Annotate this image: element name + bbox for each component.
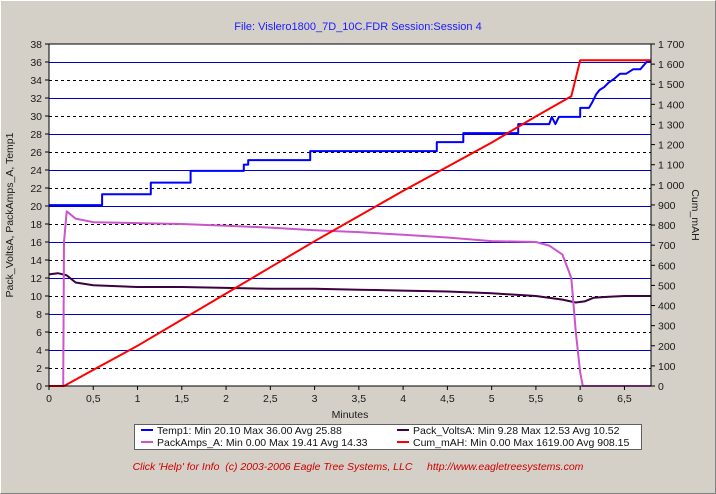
- y2-tick-label: 900: [658, 200, 676, 212]
- plot-area: [49, 44, 651, 386]
- y2-tick-label: 800: [658, 220, 676, 232]
- x-tick-label: 1,5: [174, 393, 189, 405]
- legend-item-cum-mah: Cum_mAH: Min 0.00 Max 1619.00 Avg 908.15: [397, 437, 629, 449]
- y2-tick-label: 1 100: [658, 160, 684, 172]
- y2-tick-label: 1 400: [658, 99, 684, 111]
- y-tick-label: 34: [30, 75, 42, 87]
- x-tick-label: 1: [135, 393, 141, 405]
- legend-text-pack-amps: PackAmps_A: Min 0.00 Max 19.41 Avg 14.33: [157, 437, 368, 449]
- y-tick-label: 26: [30, 147, 42, 159]
- x-tick-label: 3: [312, 393, 318, 405]
- footer: Click 'Help' for Info (c) 2003-2006 Eagl…: [0, 461, 716, 473]
- legend-item-pack-volts: Pack_VoltsA: Min 9.28 Max 12.53 Avg 10.5…: [397, 425, 619, 437]
- series-line-cum-mah: [49, 59, 651, 387]
- legend-item-temp1: Temp1: Min 20.10 Max 36.00 Avg 25.88: [141, 425, 342, 437]
- y2-tick-label: 600: [658, 260, 676, 272]
- x-tick-label: 4: [400, 393, 406, 405]
- footer-link[interactable]: http://www.eagletreesystems.com: [427, 461, 584, 473]
- x-tick-label: 5,5: [529, 393, 544, 405]
- x-tick-label: 5: [489, 393, 495, 405]
- y2-axis-label: Cum_mAH: [689, 189, 701, 240]
- plot-border: [48, 43, 652, 387]
- x-tick-label: 6,5: [617, 393, 632, 405]
- x-tick-label: 3,5: [352, 393, 367, 405]
- y2-tick-label: 700: [658, 240, 676, 252]
- y2-tick-label: 1 000: [658, 180, 684, 192]
- x-tick-label: 0: [46, 393, 52, 405]
- chart-title: File: Vislero1800_7D_10C.FDR Session:Ses…: [234, 21, 482, 33]
- y-tick-label: 10: [30, 291, 42, 303]
- y-tick-label: 36: [30, 57, 42, 69]
- series-line-pack-voltsa: [48, 272, 651, 304]
- y-tick-label: 24: [30, 165, 42, 177]
- y-tick-label: 22: [30, 183, 42, 195]
- legend-swatch-pack-amps: [141, 441, 153, 444]
- x-tick-label: 0,5: [86, 393, 101, 405]
- y2-tick-label: 500: [658, 280, 676, 292]
- y-tick-label: 32: [30, 93, 42, 105]
- legend-swatch-pack-volts: [397, 429, 409, 432]
- x-tick-label: 2: [223, 393, 229, 405]
- y2-tick-label: 1 500: [658, 79, 684, 91]
- legend-text-temp1: Temp1: Min 20.10 Max 36.00 Avg 25.88: [157, 425, 342, 437]
- y2-tick-label: 200: [658, 341, 676, 353]
- y-tick-label: 28: [30, 129, 42, 141]
- legend-text-cum-mah: Cum_mAH: Min 0.00 Max 1619.00 Avg 908.15: [413, 437, 630, 449]
- legend-text-pack-volts: Pack_VoltsA: Min 9.28 Max 12.53 Avg 10.5…: [413, 425, 620, 437]
- y-tick-label: 0: [36, 381, 42, 393]
- y-tick-label: 14: [30, 255, 42, 267]
- y-tick-label: 38: [30, 39, 42, 51]
- y2-tick-label: 1 200: [658, 140, 684, 152]
- y2-tick-label: 300: [658, 321, 676, 333]
- series-line-packamps-a: [49, 210, 651, 387]
- y-tick-label: 8: [36, 309, 42, 321]
- y-tick-label: 16: [30, 237, 42, 249]
- y-tick-label: 30: [30, 111, 42, 123]
- x-tick-label: 4,5: [440, 393, 455, 405]
- series-line-temp1: [49, 61, 651, 207]
- legend-swatch-temp1: [141, 429, 153, 432]
- legend-swatch-cum-mah: [397, 441, 409, 444]
- y-axis-label: Pack_VoltsA, PackAmps_A, Temp1: [4, 132, 16, 297]
- y-tick-label: 4: [36, 345, 42, 357]
- y2-tick-label: 1 300: [658, 119, 684, 131]
- y2-tick-label: 0: [658, 381, 664, 393]
- y2-tick-label: 100: [658, 361, 676, 373]
- y2-tick-label: 400: [658, 301, 676, 313]
- y-tick-label: 18: [30, 219, 42, 231]
- y-tick-label: 12: [30, 273, 42, 285]
- x-tick-label: 2,5: [263, 393, 278, 405]
- x-tick-label: 6: [577, 393, 583, 405]
- y2-tick-label: 1 700: [658, 39, 684, 51]
- y2-tick-label: 1 600: [658, 59, 684, 71]
- y-tick-label: 2: [36, 363, 42, 375]
- y-tick-label: 6: [36, 327, 42, 339]
- y-tick-label: 20: [30, 201, 42, 213]
- x-axis-label: Minutes: [332, 409, 369, 421]
- chart-legend: Temp1: Min 20.10 Max 36.00 Avg 25.88 Pac…: [134, 424, 642, 450]
- legend-item-pack-amps: PackAmps_A: Min 0.00 Max 19.41 Avg 14.33: [141, 437, 368, 449]
- footer-help-text: Click 'Help' for Info (c) 2003-2006 Eagl…: [132, 461, 413, 473]
